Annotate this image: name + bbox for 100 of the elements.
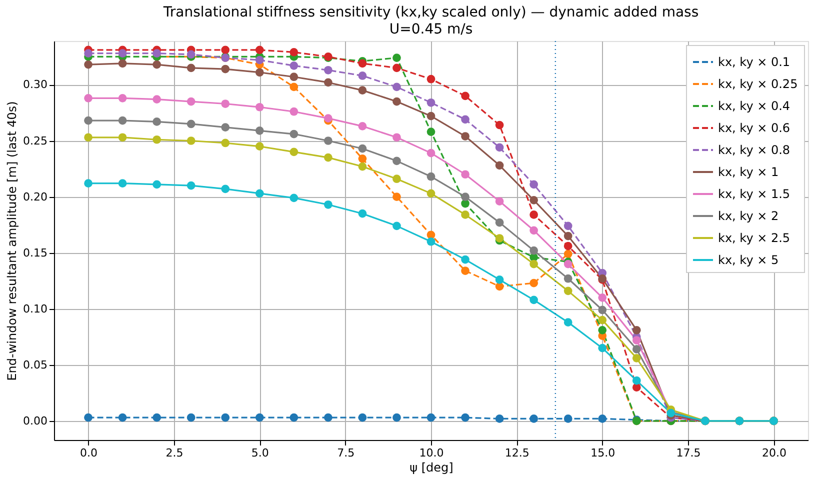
point [632, 345, 641, 354]
point [530, 246, 538, 255]
point [564, 286, 572, 296]
point [290, 48, 298, 56]
point [358, 162, 367, 171]
point [118, 49, 127, 58]
point [186, 50, 196, 59]
point [186, 97, 196, 106]
x-axis-title: ψ [deg] [410, 460, 454, 474]
point [598, 326, 607, 334]
point [461, 115, 470, 124]
point [84, 133, 92, 142]
point [632, 336, 641, 344]
point [255, 56, 264, 64]
legend-label: kx, ky × 0.1 [718, 55, 790, 69]
point [564, 414, 572, 423]
point [530, 210, 538, 219]
point [358, 413, 367, 422]
x-tick-label: 10.0 [419, 446, 444, 460]
point [426, 148, 436, 158]
point [221, 413, 230, 422]
point [186, 413, 196, 422]
chart-subtitle: U=0.45 m/s [389, 21, 473, 38]
point [118, 133, 127, 142]
point [358, 209, 367, 218]
legend-label: kx, ky × 0.25 [718, 77, 798, 91]
point [530, 260, 538, 268]
y-tick-label: 0.20 [23, 190, 48, 204]
point [392, 222, 401, 230]
point [290, 148, 298, 156]
y-tick-label: 0.05 [23, 358, 48, 372]
point [324, 413, 332, 422]
y-tick-label: 0.30 [23, 78, 48, 92]
point [530, 226, 538, 235]
point [152, 135, 161, 144]
point [426, 237, 436, 246]
point [632, 326, 641, 334]
point [598, 344, 607, 352]
point [495, 218, 504, 227]
point [495, 234, 504, 242]
point [461, 266, 470, 275]
legend-label: kx, ky × 5 [718, 253, 779, 267]
point [290, 194, 298, 202]
point [118, 413, 127, 422]
point [324, 200, 332, 209]
y-axis-title: End-window resultant amplitude [m] (last 40s) [5, 101, 20, 381]
point [255, 413, 264, 422]
point [530, 180, 538, 189]
point [598, 293, 607, 302]
point [255, 189, 264, 198]
point [118, 179, 127, 188]
point [392, 82, 401, 92]
point [290, 61, 298, 70]
point [290, 130, 298, 138]
point [186, 64, 196, 72]
point [358, 154, 367, 163]
point [461, 132, 470, 140]
point [221, 123, 230, 132]
y-tick-label: 0.00 [23, 414, 48, 428]
point [290, 82, 298, 92]
point [495, 143, 504, 152]
point [255, 46, 264, 54]
point [324, 78, 332, 87]
point [426, 172, 436, 181]
legend-label: kx, ky × 0.4 [718, 99, 790, 113]
point [84, 179, 92, 188]
point [221, 184, 230, 194]
x-tick-label: 15.0 [590, 446, 616, 460]
point [324, 66, 332, 74]
point [392, 192, 401, 201]
point [255, 142, 264, 151]
point [358, 144, 367, 153]
point [530, 414, 538, 423]
legend-label: kx, ky × 1.5 [718, 187, 790, 201]
point [598, 316, 607, 324]
point [564, 274, 572, 283]
point [118, 116, 127, 125]
x-tick-label: 5.0 [251, 446, 269, 460]
x-tick-label: 2.5 [166, 446, 184, 460]
x-tick-label: 12.5 [504, 446, 530, 460]
point [152, 95, 161, 104]
legend-label: kx, ky × 0.8 [718, 143, 790, 157]
y-tick-label: 0.25 [23, 134, 48, 148]
point [221, 100, 230, 108]
y-tick-label: 0.10 [23, 302, 48, 316]
point [84, 60, 92, 69]
y-tick-label: 0.15 [23, 246, 48, 260]
point [392, 133, 401, 142]
point [564, 232, 572, 240]
point [221, 64, 230, 74]
x-tick-label: 17.5 [676, 446, 701, 460]
point [426, 128, 436, 136]
x-tick-label: 20.0 [762, 446, 786, 460]
point [186, 136, 196, 145]
point [495, 197, 504, 206]
point [186, 120, 196, 128]
point [426, 189, 436, 198]
chart-title: Translational stiffness sensitivity (kx,ky scaled only) — dynamic added mass [162, 4, 699, 20]
point [461, 413, 470, 422]
point [290, 72, 298, 82]
